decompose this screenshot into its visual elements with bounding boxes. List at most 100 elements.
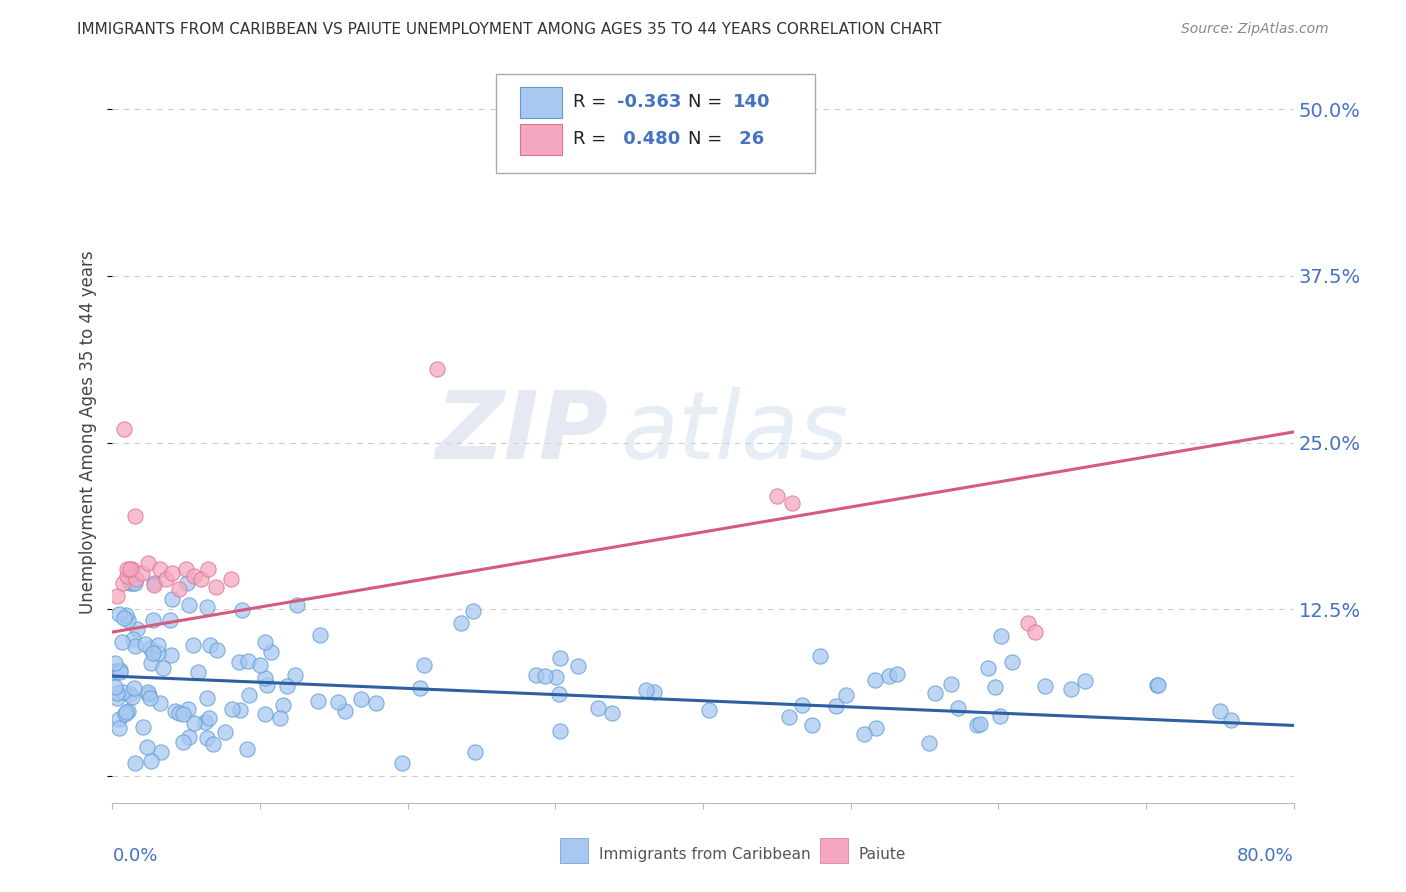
Point [792,698,814,712]
Point [114,705,136,719]
Point [808,648,831,663]
Point [309,628,332,642]
Point [139,640,162,655]
Point [121,690,143,705]
Point [162,591,184,606]
Point [988,709,1011,723]
Point [195,690,218,705]
Point [865,721,887,735]
Point [160,566,183,581]
Point [108,607,131,621]
Point [167,706,190,720]
Point [548,650,571,665]
Point [105,589,128,603]
Point [1001,656,1024,670]
Point [117,569,138,583]
Point [200,638,222,652]
Point [176,575,198,590]
Point [464,745,486,759]
Point [110,663,132,677]
Point [983,680,1005,694]
Point [238,689,260,703]
Point [865,673,887,687]
Point [586,701,609,715]
Point [391,756,413,770]
Point [969,717,991,731]
Point [131,566,153,581]
Point [285,599,308,613]
Point [177,598,200,612]
Point [124,508,146,523]
Point [766,489,789,503]
FancyBboxPatch shape [820,838,848,863]
FancyBboxPatch shape [560,838,589,863]
Point [778,709,800,723]
Point [1074,673,1097,688]
Y-axis label: Unemployment Among Ages 35 to 44 years: Unemployment Among Ages 35 to 44 years [79,251,97,615]
Point [107,712,129,726]
Point [253,671,276,685]
Point [118,575,141,590]
Point [548,687,571,701]
Point [124,575,146,590]
Point [190,572,212,586]
Point [172,707,194,722]
Point [271,698,294,713]
Text: Source: ZipAtlas.com: Source: ZipAtlas.com [1181,22,1329,37]
Point [118,687,141,701]
Text: N =: N = [688,93,721,111]
Point [149,696,172,710]
Point [335,704,357,718]
Text: -0.363: -0.363 [617,93,681,111]
Point [260,645,283,659]
Text: R =: R = [574,93,612,111]
Point [165,704,187,718]
Point [214,724,236,739]
Point [111,575,134,590]
Text: 26: 26 [733,130,763,148]
Point [105,690,128,705]
Point [167,582,190,597]
Text: atlas: atlas [620,387,849,478]
Point [567,658,589,673]
Point [197,731,219,745]
Point [1147,678,1170,692]
Point [105,665,128,679]
Point [824,698,846,713]
Point [110,665,132,679]
Point [877,669,900,683]
Point [183,716,205,731]
Point [111,635,134,649]
Point [125,572,148,586]
Point [112,685,135,699]
Point [835,689,858,703]
Point [228,655,250,669]
Point [236,741,259,756]
Point [114,707,136,722]
Point [155,572,177,586]
Point [160,648,183,662]
Point [221,701,243,715]
Point [127,622,149,636]
Point [142,613,165,627]
Point [697,703,720,717]
Text: 140: 140 [733,93,770,111]
Point [349,691,371,706]
Point [124,639,146,653]
Point [526,667,548,681]
Text: 80.0%: 80.0% [1237,847,1294,865]
Point [197,562,219,576]
Point [924,686,946,700]
Point [195,600,218,615]
Point [112,611,135,625]
Point [284,668,307,682]
Point [1219,713,1241,727]
Point [801,718,824,732]
Point [1033,679,1056,693]
Point [104,681,127,695]
Point [105,685,128,699]
Point [122,575,145,590]
Point [139,656,162,670]
Point [179,730,201,744]
Point [256,678,278,692]
